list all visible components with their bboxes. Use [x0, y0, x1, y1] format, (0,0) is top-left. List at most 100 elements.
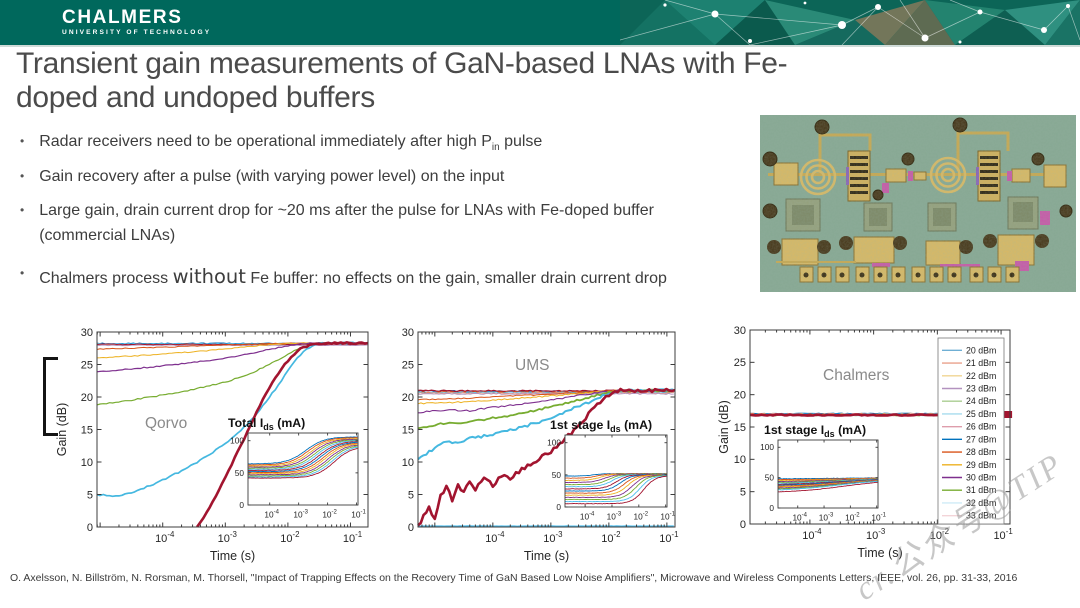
svg-text:27 dBm: 27 dBm [966, 434, 996, 444]
svg-text:5: 5 [408, 489, 414, 501]
svg-text:20: 20 [81, 392, 93, 404]
chalmers-ticks [750, 329, 1010, 525]
svg-text:5: 5 [87, 489, 93, 501]
svg-text:10-3: 10-3 [218, 530, 238, 545]
svg-text:Time (s): Time (s) [210, 549, 255, 563]
qorvo-ticks [96, 331, 368, 528]
chart-qorvo-svg: 0 5 10 15 20 25 30 10-4 10-3 10-2 10-1 Time (s) Gain… [55, 327, 369, 563]
svg-text:10-3: 10-3 [293, 509, 308, 519]
header-banner: CHALMERS UNIVERSITY OF TECHNOLOGY [0, 0, 1080, 47]
svg-text:31 dBm: 31 dBm [966, 485, 996, 495]
svg-text:0: 0 [556, 502, 561, 512]
header-pattern-graphic [620, 0, 1080, 45]
svg-text:0: 0 [740, 519, 746, 531]
svg-text:50: 50 [765, 473, 775, 483]
svg-text:Time (s): Time (s) [857, 546, 902, 560]
series-line [96, 344, 368, 347]
svg-text:29 dBm: 29 dBm [966, 460, 996, 470]
ums-inset-ticks [565, 435, 667, 508]
bullet-text-4: Chalmers process without Fe buffer: no e… [39, 264, 667, 288]
chart-qorvo: 0 5 10 15 20 25 30 10-4 10-3 10-2 10-1 Time (s) Gain… [52, 322, 392, 573]
series-line [247, 444, 358, 476]
svg-text:32 dBm: 32 dBm [966, 498, 996, 508]
bullet-glyph: • [20, 134, 25, 148]
series-line [564, 475, 667, 503]
ums-series [417, 387, 676, 527]
svg-text:33 dBm: 33 dBm [966, 511, 996, 521]
bullet-list: • Radar receivers need to be operational… [20, 129, 675, 300]
svg-text:30: 30 [402, 327, 414, 339]
svg-text:10-3: 10-3 [866, 527, 886, 542]
svg-text:10-2: 10-2 [280, 530, 299, 545]
citation: O. Axelsson, N. Billström, N. Rorsman, M… [10, 572, 1018, 584]
svg-text:25: 25 [734, 357, 746, 369]
svg-text:10-1: 10-1 [343, 530, 362, 545]
series-line [777, 480, 878, 491]
svg-text:10-2: 10-2 [322, 509, 337, 519]
ums-inset-title: 1st stage Ids (mA) [550, 418, 652, 434]
qorvo-inset-series [247, 436, 358, 479]
svg-text:10-1: 10-1 [993, 527, 1012, 542]
svg-text:Qorvo: Qorvo [145, 415, 187, 432]
svg-text:22 dBm: 22 dBm [966, 371, 996, 381]
svg-text:25 dBm: 25 dBm [966, 409, 996, 419]
chalmers-logo: CHALMERS UNIVERSITY OF TECHNOLOGY [62, 8, 211, 36]
series-line [247, 447, 358, 479]
series-line [777, 481, 878, 493]
ums-inset-plot: 0 50 100 10-4 10-3 10-2 10-1 [547, 434, 676, 521]
series-line [247, 437, 358, 467]
svg-text:15: 15 [402, 424, 414, 436]
svg-text:25: 25 [81, 359, 93, 371]
svg-text:Gain (dB): Gain (dB) [55, 403, 69, 457]
series-line [418, 392, 674, 395]
title-line2: doped and undoped buffers [16, 80, 375, 114]
bullet-text-1: Radar receivers need to be operational i… [39, 133, 543, 154]
svg-text:10-4: 10-4 [485, 530, 505, 545]
bullet-glyph: • [20, 169, 25, 184]
ums-ticks [418, 331, 675, 528]
svg-text:24 dBm: 24 dBm [966, 396, 996, 406]
svg-text:10-4: 10-4 [792, 512, 807, 522]
svg-text:20 dBm: 20 dBm [966, 345, 996, 355]
series-line [247, 436, 358, 465]
bullet-item-1: • Radar receivers need to be operational… [20, 129, 675, 156]
logo-subtitle: UNIVERSITY OF TECHNOLOGY [62, 29, 212, 36]
series-line [247, 437, 358, 466]
svg-text:100: 100 [230, 436, 244, 446]
chart-chalmers-svg: 0 5 10 15 20 25 30 10-4 10-3 10-2 10-1 Time (s) Gain… [717, 325, 1013, 560]
svg-text:15: 15 [81, 424, 93, 436]
qorvo-inset-plot: 0 50 100 10-4 10-3 10-2 10-1 [230, 432, 366, 519]
bullet-text-2: Gain recovery after a pulse (with varyin… [39, 168, 505, 186]
page-title: Transient gain measurements of GaN-based… [16, 47, 788, 115]
series-line [247, 446, 358, 478]
chart-chalmers: 0 5 10 15 20 25 30 10-4 10-3 10-2 10-1 Time (s) Gain… [716, 322, 1080, 573]
bullet-item-2: • Gain recovery after a pulse (with vary… [20, 164, 675, 190]
bullet-item-3: • Large gain, drain current drop for ~20… [20, 198, 675, 249]
svg-text:10-1: 10-1 [659, 530, 678, 545]
svg-text:Time (s): Time (s) [524, 549, 569, 563]
svg-text:10-2: 10-2 [930, 527, 949, 542]
bullet-text-3: Large gain, drain current drop for ~20 m… [39, 201, 654, 245]
chalmers-inset-ticks [778, 440, 878, 509]
svg-text:20: 20 [402, 392, 414, 404]
svg-text:25: 25 [402, 359, 414, 371]
series-line [417, 392, 674, 395]
title-line1: Transient gain measurements of GaN-based… [16, 47, 788, 80]
svg-text:10-2: 10-2 [634, 511, 649, 521]
highlight-bracket [43, 357, 58, 436]
chalmers-inset-series [777, 477, 878, 493]
svg-text:10-1: 10-1 [871, 512, 886, 522]
pattern-dots [663, 1, 1070, 44]
qorvo-inset-title: Total Ids (mA) [228, 416, 305, 432]
series-line [247, 440, 358, 470]
svg-text:28 dBm: 28 dBm [966, 447, 996, 457]
svg-text:10: 10 [81, 457, 93, 469]
svg-text:10-4: 10-4 [264, 509, 279, 519]
chalmers-inset-plot: 0 50 100 10-4 10-3 10-2 10-1 [760, 439, 887, 522]
series-line [565, 474, 667, 498]
svg-text:15: 15 [734, 422, 746, 434]
emphasis-without: without [172, 264, 246, 288]
ums-inset-series [564, 472, 667, 505]
